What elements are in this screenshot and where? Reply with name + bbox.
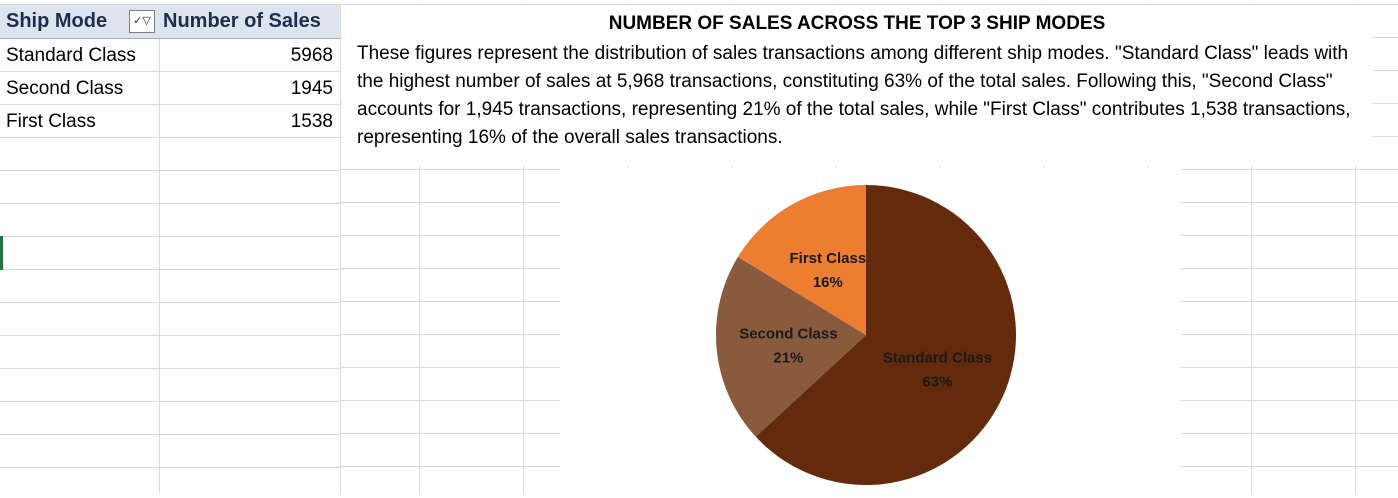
row-standard-class-sales[interactable]: 5968 (290, 45, 333, 66)
number-of-sales-header[interactable]: Number of Sales (163, 10, 321, 32)
row-second-class-mode[interactable]: Second Class (6, 78, 124, 99)
row-divider (0, 269, 340, 270)
row-divider (0, 401, 340, 402)
column-divider (340, 5, 341, 493)
ship-mode-header[interactable]: Ship Mode (6, 10, 108, 32)
row-divider (0, 71, 340, 72)
pie-label-percent: 21% (773, 350, 803, 367)
row-divider (0, 170, 340, 171)
row-divider (0, 335, 340, 336)
description-textbox[interactable]: NUMBER OF SALES ACROSS THE TOP 3 SHIP MO… (342, 6, 1372, 166)
pie-chart[interactable]: Standard Class 63% Second Class 21% First Cl… (560, 168, 1180, 493)
row-divider (0, 104, 340, 105)
pie-slice-first-class[interactable] (737, 185, 866, 335)
pie-label-category: Second Class (739, 326, 837, 343)
filter-dropdown-icon[interactable]: ✓▽ (129, 10, 155, 33)
row-divider (0, 368, 340, 369)
active-row-marker (0, 236, 3, 270)
sheet-top-edge (0, 0, 1398, 5)
row-divider (0, 236, 340, 237)
row-first-class-mode[interactable]: First Class (6, 111, 96, 132)
pie-slice-standard-class[interactable] (755, 185, 1017, 485)
row-first-class-sales[interactable]: 1538 (290, 111, 333, 132)
row-divider (0, 137, 340, 138)
pie-chart-svg: Standard Class 63% Second Class 21% First Cl… (716, 185, 1017, 485)
row-second-class-sales[interactable]: 1945 (290, 78, 333, 99)
textbox-body: These figures represent the distribution… (357, 43, 1351, 148)
pie-label-category: Standard Class (883, 349, 992, 366)
pie-slice-second-class[interactable] (716, 256, 866, 437)
pivot-table (0, 5, 340, 495)
pie-label-percent: 16% (813, 274, 843, 291)
pivot-header-row (0, 5, 340, 39)
pie-label-percent: 63% (922, 373, 952, 390)
textbox-title: NUMBER OF SALES ACROSS THE TOP 3 SHIP MO… (608, 13, 1106, 34)
column-divider (159, 5, 160, 493)
row-divider (0, 467, 340, 468)
row-divider (0, 302, 340, 303)
row-divider (0, 203, 340, 204)
row-divider (0, 434, 340, 435)
row-standard-class-mode[interactable]: Standard Class (6, 45, 136, 66)
pie-label-category: First Class (789, 250, 866, 267)
